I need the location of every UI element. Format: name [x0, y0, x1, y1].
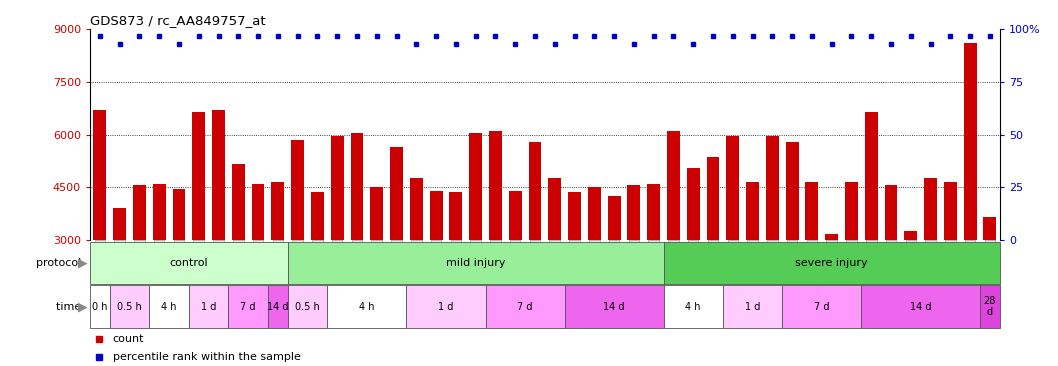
- Text: mild injury: mild injury: [445, 258, 506, 268]
- Bar: [327, 285, 406, 328]
- Text: count: count: [113, 333, 144, 344]
- Bar: [486, 285, 565, 328]
- Bar: [288, 285, 327, 328]
- Bar: [588, 187, 601, 240]
- Bar: [188, 285, 229, 328]
- Bar: [291, 140, 304, 240]
- Text: 7 d: 7 d: [517, 302, 533, 311]
- Text: ▶: ▶: [78, 300, 88, 313]
- Bar: [409, 178, 423, 240]
- Bar: [193, 112, 205, 240]
- Bar: [727, 136, 740, 240]
- Bar: [845, 182, 858, 240]
- Bar: [152, 184, 166, 240]
- Bar: [90, 285, 110, 328]
- Text: 4 h: 4 h: [686, 302, 701, 311]
- Bar: [924, 178, 937, 240]
- Bar: [469, 133, 482, 240]
- Bar: [746, 182, 759, 240]
- Bar: [647, 184, 660, 240]
- Text: 7 d: 7 d: [240, 302, 256, 311]
- Text: time: time: [56, 302, 85, 311]
- Bar: [607, 196, 621, 240]
- Bar: [252, 184, 264, 240]
- Bar: [288, 242, 663, 284]
- Text: 14 d: 14 d: [603, 302, 625, 311]
- Text: 1 d: 1 d: [745, 302, 761, 311]
- Bar: [350, 133, 363, 240]
- Bar: [90, 242, 288, 284]
- Bar: [984, 217, 997, 240]
- Text: percentile rank within the sample: percentile rank within the sample: [113, 352, 300, 362]
- Bar: [707, 157, 719, 240]
- Bar: [663, 242, 1000, 284]
- Bar: [766, 136, 779, 240]
- Bar: [232, 164, 244, 240]
- Bar: [489, 131, 501, 240]
- Text: 14 d: 14 d: [910, 302, 931, 311]
- Text: control: control: [169, 258, 208, 268]
- Bar: [548, 178, 561, 240]
- Bar: [529, 142, 542, 240]
- Bar: [212, 110, 225, 240]
- Bar: [723, 285, 782, 328]
- Bar: [430, 191, 442, 240]
- Text: 0.5 h: 0.5 h: [295, 302, 320, 311]
- Bar: [964, 43, 977, 240]
- Text: 1 d: 1 d: [201, 302, 216, 311]
- Bar: [786, 142, 799, 240]
- Bar: [667, 131, 680, 240]
- Bar: [93, 110, 106, 240]
- Bar: [331, 136, 344, 240]
- Bar: [149, 285, 188, 328]
- Bar: [172, 189, 185, 240]
- Bar: [113, 208, 126, 240]
- Bar: [805, 182, 818, 240]
- Text: 0 h: 0 h: [92, 302, 108, 311]
- Text: 0.5 h: 0.5 h: [117, 302, 142, 311]
- Text: 28
d: 28 d: [984, 296, 997, 317]
- Text: ▶: ▶: [78, 256, 88, 269]
- Bar: [884, 185, 897, 240]
- Bar: [944, 182, 956, 240]
- Bar: [905, 231, 917, 240]
- Text: 4 h: 4 h: [359, 302, 375, 311]
- Bar: [864, 112, 878, 240]
- Bar: [861, 285, 980, 328]
- Bar: [268, 285, 288, 328]
- Bar: [782, 285, 861, 328]
- Bar: [568, 193, 581, 240]
- Text: 1 d: 1 d: [438, 302, 454, 311]
- Bar: [406, 285, 486, 328]
- Bar: [450, 193, 462, 240]
- Text: GDS873 / rc_AA849757_at: GDS873 / rc_AA849757_at: [90, 14, 266, 27]
- Bar: [509, 191, 522, 240]
- Bar: [825, 235, 838, 240]
- Bar: [687, 168, 699, 240]
- Text: 14 d: 14 d: [267, 302, 289, 311]
- Text: severe injury: severe injury: [796, 258, 868, 268]
- Bar: [565, 285, 663, 328]
- Bar: [980, 285, 1000, 328]
- Bar: [390, 147, 403, 240]
- Bar: [627, 185, 640, 240]
- Bar: [311, 193, 324, 240]
- Bar: [272, 182, 285, 240]
- Text: 4 h: 4 h: [161, 302, 177, 311]
- Text: 7 d: 7 d: [814, 302, 829, 311]
- Bar: [110, 285, 149, 328]
- Text: protocol: protocol: [36, 258, 85, 268]
- Bar: [370, 187, 383, 240]
- Bar: [133, 185, 146, 240]
- Bar: [229, 285, 268, 328]
- Bar: [663, 285, 723, 328]
